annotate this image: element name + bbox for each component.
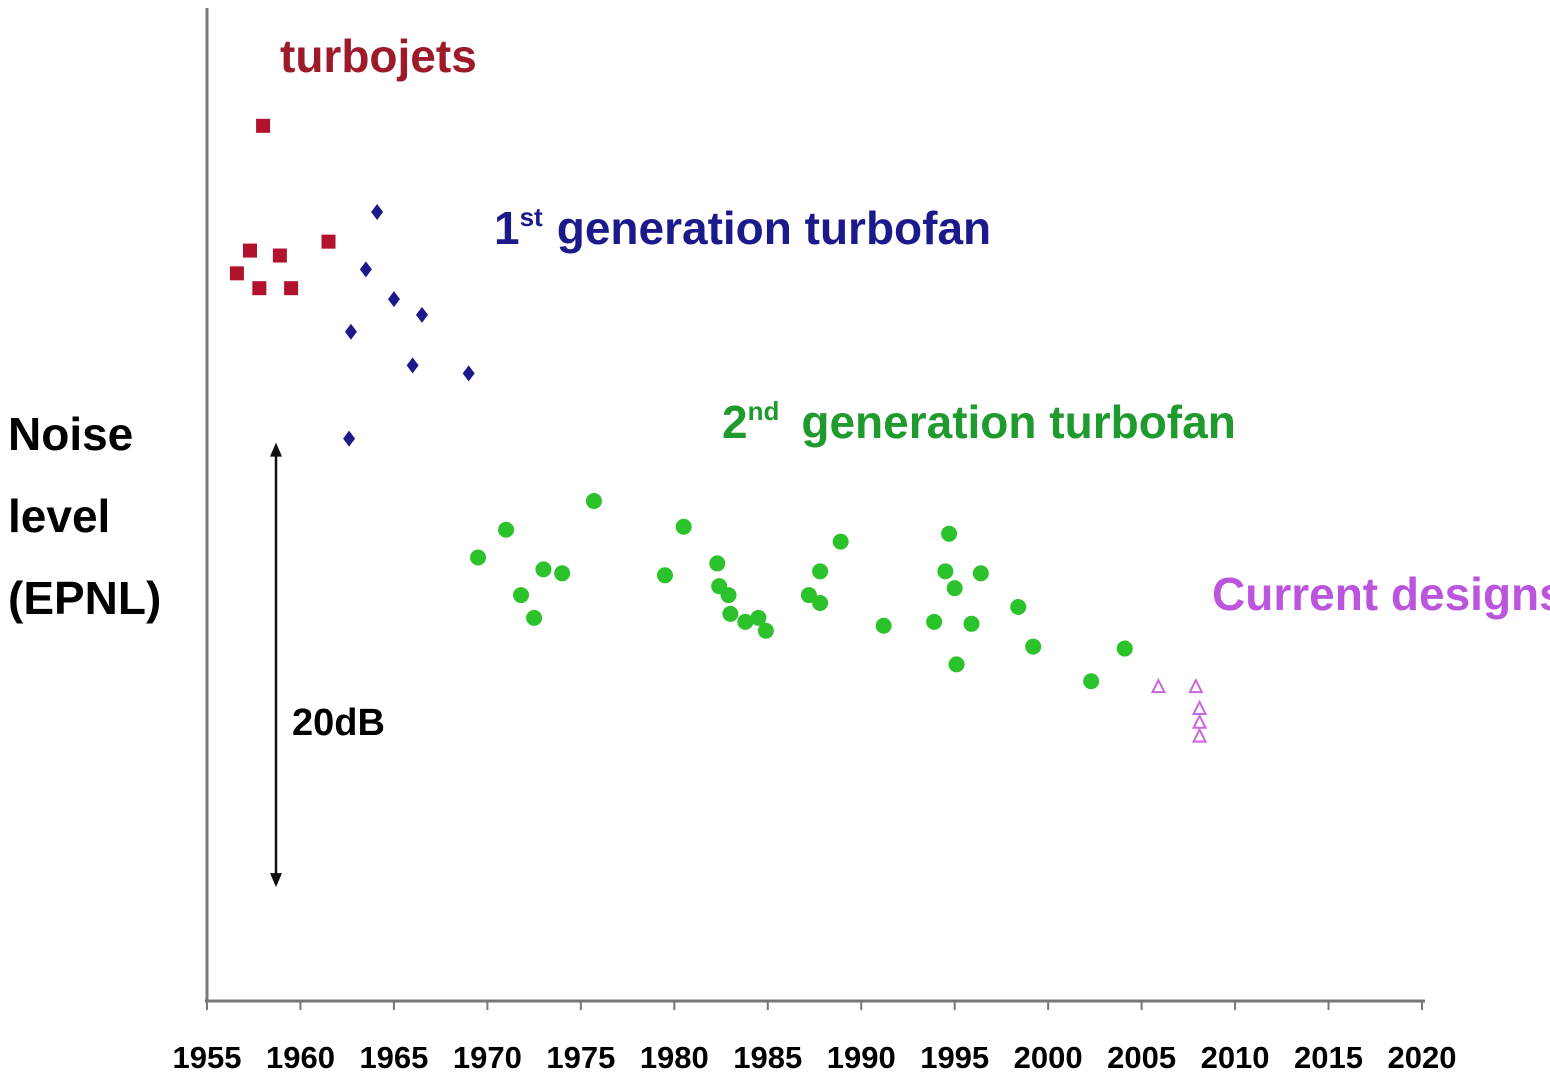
series-label-1st-generation-turbofan: 1st generation turbofan	[494, 202, 991, 254]
data-point	[675, 518, 692, 535]
data-point	[462, 365, 475, 382]
x-tick-label: 2020	[1388, 1040, 1457, 1075]
data-point	[344, 323, 357, 340]
series-label-current-designs: Current designs	[1212, 568, 1550, 620]
y-axis-label-line-3: (EPNL)	[8, 572, 161, 624]
data-point	[948, 656, 965, 673]
data-point	[1188, 677, 1204, 694]
data-point	[229, 266, 244, 281]
y-axis-label: Noise level (EPNL)	[8, 408, 161, 624]
data-point	[963, 615, 980, 632]
y-axis-label-line-2: level	[8, 490, 110, 542]
scale-bar-label: 20dB	[292, 702, 385, 744]
x-tick-label: 1990	[827, 1040, 896, 1075]
data-point	[1191, 699, 1208, 715]
series-label-1st-suffix: st	[520, 202, 543, 232]
x-tick-label: 2005	[1107, 1040, 1176, 1075]
data-point	[284, 281, 299, 296]
scale-bar-arrow-bottom	[270, 873, 282, 888]
data-point	[526, 609, 543, 626]
x-tick-label: 1975	[546, 1040, 615, 1075]
x-axis-ticks: 1955 1960 1965 1970 1975 1980 1985 1990 1995 2000…	[173, 1001, 1457, 1075]
data-point	[321, 234, 336, 249]
data-point	[1116, 640, 1133, 657]
data-point	[585, 493, 602, 510]
data-point	[757, 622, 774, 639]
data-point	[498, 521, 515, 538]
scale-bar: 20dB	[270, 442, 385, 888]
data-point	[535, 561, 552, 578]
x-tick-label: 2015	[1294, 1040, 1363, 1075]
series-label-2nd-ordinal: 2	[722, 396, 748, 448]
data-point	[941, 525, 958, 542]
data-point	[406, 357, 419, 374]
data-point	[513, 587, 530, 604]
data-point	[946, 580, 963, 597]
series-triangle-open-group	[1150, 677, 1208, 743]
data-point	[1010, 598, 1027, 615]
data-point	[470, 549, 487, 566]
x-tick-label: 1955	[173, 1040, 242, 1075]
data-point	[272, 248, 287, 263]
data-point	[926, 613, 943, 630]
data-point	[1191, 727, 1208, 743]
y-axis-label-line-1: Noise	[8, 408, 133, 460]
data-point	[242, 243, 257, 258]
x-tick-label: 1980	[640, 1040, 709, 1075]
series-label-2nd-suffix: nd	[748, 396, 780, 426]
data-point	[800, 587, 817, 604]
x-tick-label: 1965	[359, 1040, 428, 1075]
series-label-turbojets: turbojets	[280, 30, 477, 82]
series-square-group	[229, 118, 336, 296]
data-point	[812, 595, 829, 612]
data-point	[720, 587, 737, 604]
data-point	[252, 281, 267, 296]
data-point	[554, 565, 571, 582]
data-point	[415, 306, 428, 323]
scale-bar-arrow-top	[270, 442, 282, 457]
data-point	[812, 563, 829, 580]
data-point	[750, 609, 767, 626]
data-points	[229, 118, 1208, 743]
series-label-1st-main: generation turbofan	[557, 202, 991, 254]
data-point	[656, 567, 673, 584]
data-point	[359, 261, 372, 278]
data-point	[709, 555, 726, 572]
data-point	[343, 430, 356, 447]
data-point	[1025, 638, 1042, 655]
x-tick-label: 2010	[1201, 1040, 1270, 1075]
data-point	[256, 118, 271, 133]
x-tick-label: 1985	[733, 1040, 802, 1075]
data-point	[371, 203, 384, 220]
series-label-1st-ordinal: 1	[494, 202, 520, 254]
data-point	[722, 605, 739, 622]
series-label-2nd-generation-turbofan: 2nd generation turbofan	[722, 396, 1236, 448]
x-tick-label: 1970	[453, 1040, 522, 1075]
series-circle-group	[470, 493, 1133, 690]
data-point	[937, 563, 954, 580]
series-label-2nd-main: generation turbofan	[801, 396, 1235, 448]
data-point	[875, 617, 892, 634]
data-point	[1191, 713, 1208, 729]
data-point	[1083, 673, 1100, 690]
series-diamond-group	[343, 203, 475, 447]
data-point	[832, 533, 849, 550]
x-tick-label: 2000	[1014, 1040, 1083, 1075]
data-point	[972, 565, 989, 582]
data-point	[387, 291, 400, 308]
data-point	[737, 613, 754, 630]
data-point	[1150, 677, 1167, 694]
x-tick-label: 1960	[266, 1040, 335, 1075]
x-tick-label: 1995	[920, 1040, 989, 1075]
